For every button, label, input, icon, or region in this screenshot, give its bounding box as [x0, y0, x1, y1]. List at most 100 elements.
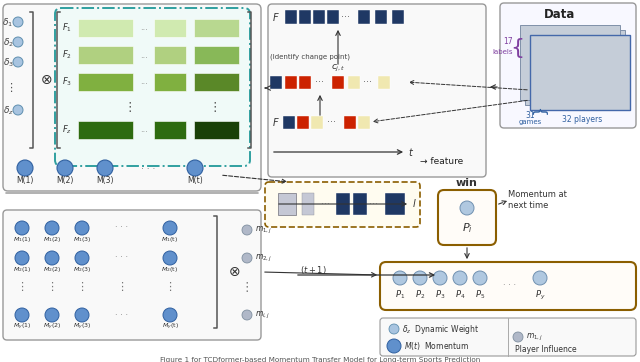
Text: $F_1$: $F_1$	[62, 22, 72, 34]
Text: $\mathit{c}_{j,t}$: $\mathit{c}_{j,t}$	[331, 63, 346, 73]
Bar	[530, 35, 630, 110]
Text: M(1): M(1)	[16, 177, 34, 185]
Circle shape	[413, 271, 427, 285]
Text: M(3): M(3)	[96, 177, 114, 185]
Text: $\delta_1$: $\delta_1$	[3, 17, 13, 29]
Text: ···: ···	[316, 77, 324, 87]
Circle shape	[393, 271, 407, 285]
Text: $m_{2,j}$: $m_{2,j}$	[255, 252, 272, 264]
FancyBboxPatch shape	[265, 182, 420, 227]
Bar	[392, 10, 404, 24]
Text: Momentum at
next time: Momentum at next time	[508, 190, 567, 210]
Text: $M_1$(1): $M_1$(1)	[13, 236, 31, 244]
FancyBboxPatch shape	[380, 318, 636, 356]
Circle shape	[163, 251, 177, 265]
Circle shape	[15, 251, 29, 265]
Circle shape	[387, 339, 401, 353]
Text: $M_y$(t): $M_y$(t)	[161, 322, 179, 332]
Bar	[78, 73, 133, 91]
Text: $\otimes$: $\otimes$	[228, 265, 240, 279]
Text: $F_2$: $F_2$	[62, 49, 72, 61]
Circle shape	[15, 308, 29, 322]
Text: Figure 1 for TCDformer-based Momentum Transfer Model for Long-term Sports Predic: Figure 1 for TCDformer-based Momentum Tr…	[160, 357, 480, 362]
Bar	[336, 193, 350, 215]
Text: ···: ···	[369, 199, 378, 209]
Text: $F_z$: $F_z$	[62, 124, 72, 136]
Circle shape	[533, 271, 547, 285]
Text: ⋮: ⋮	[209, 101, 221, 114]
Bar	[283, 116, 295, 129]
Text: ...: ...	[140, 126, 148, 135]
Text: ⋮: ⋮	[17, 282, 28, 292]
Bar	[302, 193, 314, 215]
Text: ...: ...	[140, 77, 148, 87]
Text: ⋮: ⋮	[241, 281, 253, 294]
Text: $M_y$(1): $M_y$(1)	[13, 322, 31, 332]
Text: $M_2$(1): $M_2$(1)	[13, 265, 31, 274]
Text: $t$: $t$	[408, 146, 414, 158]
Circle shape	[45, 308, 59, 322]
Circle shape	[45, 251, 59, 265]
Bar	[285, 76, 297, 89]
Circle shape	[15, 221, 29, 235]
Bar	[299, 76, 311, 89]
Text: $P_2$: $P_2$	[415, 289, 425, 301]
Circle shape	[453, 271, 467, 285]
Text: · · ·: · · ·	[504, 282, 516, 290]
Text: · · ·: · · ·	[115, 253, 129, 262]
Bar	[297, 116, 309, 129]
Bar	[299, 10, 311, 24]
Bar	[154, 19, 186, 37]
Text: $P_i$: $P_i$	[461, 221, 472, 235]
Text: $M_y$(2): $M_y$(2)	[43, 322, 61, 332]
Bar	[285, 10, 297, 24]
FancyBboxPatch shape	[438, 190, 496, 245]
Text: $\delta_z$  Dynamic Weight: $\delta_z$ Dynamic Weight	[402, 323, 479, 336]
Text: $F_3$: $F_3$	[62, 76, 72, 88]
Text: $M_1$(t): $M_1$(t)	[161, 236, 179, 244]
Text: {: {	[531, 107, 546, 117]
Circle shape	[75, 221, 89, 235]
Bar	[270, 76, 282, 89]
Text: $M_y$(3): $M_y$(3)	[73, 322, 91, 332]
Circle shape	[13, 37, 23, 47]
Text: 32 players: 32 players	[562, 115, 602, 125]
Text: ···: ···	[328, 117, 337, 127]
Bar	[327, 10, 339, 24]
Text: ⋮: ⋮	[124, 101, 136, 114]
Text: {: {	[510, 38, 524, 58]
Text: · · ·: · · ·	[115, 223, 129, 232]
Text: ...: ...	[140, 51, 148, 59]
Bar	[154, 121, 186, 139]
Text: $P_5$: $P_5$	[475, 289, 485, 301]
Bar	[530, 35, 630, 110]
Text: $P_y$: $P_y$	[534, 289, 545, 302]
Text: $P_3$: $P_3$	[435, 289, 445, 301]
Text: ...: ...	[140, 24, 148, 33]
Bar	[348, 76, 360, 89]
Circle shape	[513, 332, 523, 342]
Text: ⋮: ⋮	[116, 282, 127, 292]
Text: $M_2$(3): $M_2$(3)	[73, 265, 92, 274]
Text: $m_{1,j}$: $m_{1,j}$	[255, 224, 272, 236]
Text: $\delta_3$: $\delta_3$	[3, 57, 13, 69]
Circle shape	[13, 57, 23, 67]
Text: ⋮: ⋮	[76, 282, 88, 292]
Circle shape	[13, 105, 23, 115]
Bar	[520, 25, 620, 100]
Bar	[525, 30, 625, 105]
Text: $M(t)$  Momentum: $M(t)$ Momentum	[404, 340, 469, 352]
Bar	[194, 19, 239, 37]
Text: ⋮: ⋮	[5, 83, 17, 93]
Text: $\delta_2$: $\delta_2$	[3, 37, 13, 49]
Circle shape	[163, 308, 177, 322]
Bar	[378, 76, 390, 89]
Bar	[385, 193, 405, 215]
Circle shape	[57, 160, 73, 176]
Text: → feature: → feature	[420, 157, 463, 167]
Circle shape	[17, 160, 33, 176]
Bar	[353, 193, 367, 215]
Circle shape	[460, 201, 474, 215]
Bar	[154, 73, 186, 91]
Text: 31: 31	[525, 110, 535, 119]
